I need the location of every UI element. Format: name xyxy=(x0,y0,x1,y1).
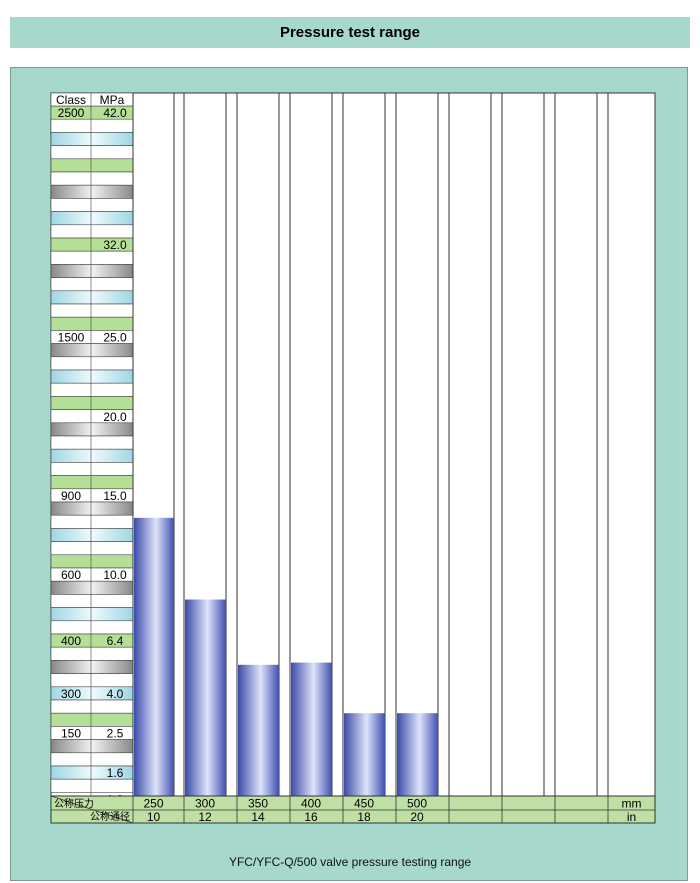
scale-band-row xyxy=(50,501,134,516)
mpa-tick-label: 25.0 xyxy=(103,331,127,345)
mpa-header: MPa xyxy=(100,93,125,107)
scale-band-row xyxy=(50,171,134,186)
size-mm-label: 250 xyxy=(143,797,163,811)
scale-band-row xyxy=(50,554,134,569)
pressure-chart: Class MPa 2500 42.0 32.0 1500 25.0 20.0 900 15.0 6… xyxy=(50,92,656,824)
chart-panel: Class MPa 2500 42.0 32.0 1500 25.0 20.0 900 15.0 6… xyxy=(10,67,688,881)
class-tick-label: 400 xyxy=(61,634,81,648)
size-in-label: 20 xyxy=(410,810,424,824)
mpa-tick-label: 10.0 xyxy=(103,568,127,582)
scale-band-row xyxy=(50,699,134,714)
mpa-tick-label: 42.0 xyxy=(103,106,127,120)
size-in-label: 16 xyxy=(304,810,318,824)
scale-band-row xyxy=(50,594,134,608)
mpa-tick-label: 2.5 xyxy=(107,727,124,741)
unit-in-label: in xyxy=(627,810,636,824)
pressure-bar xyxy=(134,517,174,796)
scale-band-row xyxy=(50,224,134,239)
scale-band-row xyxy=(50,673,134,688)
scale-band-row xyxy=(50,620,134,635)
scale-band-row xyxy=(50,660,134,674)
scale-band-row xyxy=(50,514,134,529)
scale-band-row xyxy=(50,382,134,397)
scale-band-row xyxy=(50,475,134,490)
scale-band-row xyxy=(50,607,134,622)
footer-diagonal xyxy=(50,795,134,824)
scale-band-row xyxy=(50,290,134,305)
mpa-tick-label: 4.0 xyxy=(107,687,124,701)
scale-band-row xyxy=(50,462,134,476)
footer-area xyxy=(50,795,656,824)
title-bar: Pressure test range xyxy=(10,17,690,48)
size-mm-label: 350 xyxy=(248,797,268,811)
scale-band-row xyxy=(50,316,134,331)
scale-band-row xyxy=(50,184,134,199)
scale-band-row xyxy=(50,541,134,556)
size-mm-label: 450 xyxy=(354,797,374,811)
class-tick-label: 2500 xyxy=(58,106,85,120)
size-mm-label: 300 xyxy=(195,797,215,811)
mpa-tick-label: 15.0 xyxy=(103,489,127,503)
scale-band-row xyxy=(50,396,134,410)
scale-band-row xyxy=(50,132,134,146)
pressure-bar xyxy=(291,662,332,796)
unit-mm-label: mm xyxy=(622,797,642,811)
scale-band-row xyxy=(50,277,134,292)
scale-band-row xyxy=(50,752,134,767)
pressure-bar xyxy=(397,713,438,796)
scale-band-row xyxy=(50,264,134,278)
class-tick-label: 1500 xyxy=(58,331,85,345)
scale-band-row xyxy=(50,250,134,265)
size-in-label: 12 xyxy=(198,810,212,824)
chart-caption: YFC/YFC-Q/500 valve pressure testing ran… xyxy=(228,855,472,869)
class-tick-label: 150 xyxy=(61,727,81,741)
scale-band-row xyxy=(50,739,134,754)
scale-band-row xyxy=(50,198,134,212)
size-mm-label: 500 xyxy=(407,797,427,811)
pressure-bar xyxy=(185,599,226,796)
scale-band-row xyxy=(50,778,134,793)
scale-band-row xyxy=(50,343,134,358)
scale-band-row xyxy=(50,211,134,226)
pressure-bar xyxy=(344,713,385,796)
page-title: Pressure test range xyxy=(279,24,421,41)
class-tick-label: 300 xyxy=(61,687,81,701)
nominal-pressure-label: 公称压力 xyxy=(54,797,94,810)
scale-band-row xyxy=(50,369,134,384)
pressure-bar xyxy=(238,664,279,796)
scale-band-row xyxy=(50,118,134,133)
scale-band-row xyxy=(50,528,134,542)
mpa-tick-label: 6.4 xyxy=(107,634,124,648)
size-in-label: 18 xyxy=(357,810,371,824)
scale-band-row xyxy=(50,422,134,437)
scale-band-row xyxy=(50,580,134,595)
scale-band-row xyxy=(50,356,134,371)
mpa-tick-label: 20.0 xyxy=(103,410,127,424)
scale-band-row xyxy=(50,158,134,173)
nominal-diameter-label: 公称通径 xyxy=(90,810,130,823)
class-tick-label: 600 xyxy=(61,568,81,582)
size-in-label: 14 xyxy=(251,810,265,824)
mpa-tick-label: 32.0 xyxy=(103,238,127,252)
mpa-tick-label: 1.6 xyxy=(107,766,124,780)
scale-band-row xyxy=(50,303,134,318)
scale-band-row xyxy=(50,145,134,160)
scale-band-row xyxy=(50,712,134,727)
scale-band-row xyxy=(50,646,134,661)
size-mm-label: 400 xyxy=(301,797,321,811)
scale-band-row xyxy=(50,435,134,450)
size-in-label: 10 xyxy=(147,810,161,824)
class-tick-label: 900 xyxy=(61,489,81,503)
scale-band-row xyxy=(50,448,134,463)
class-header: Class xyxy=(56,93,86,107)
